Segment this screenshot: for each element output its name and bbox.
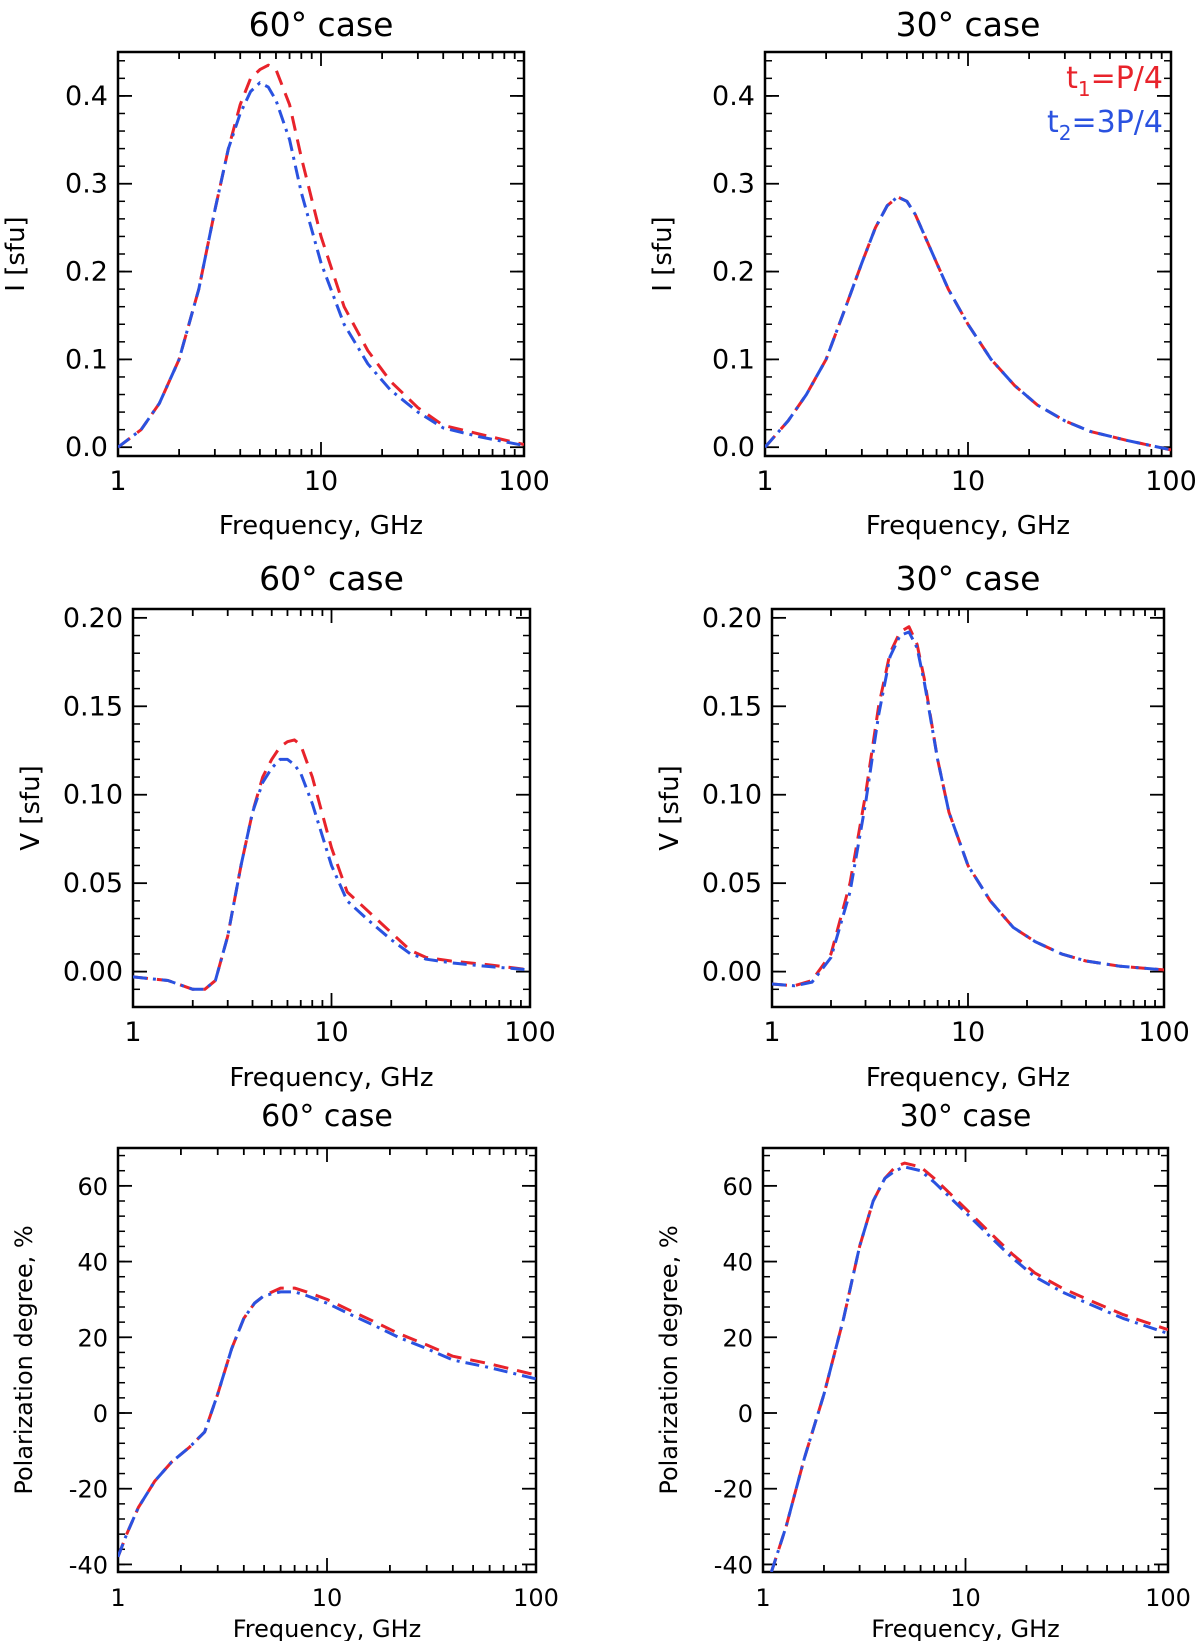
x-tick-label: 100	[513, 1584, 559, 1612]
series-line-t1	[118, 63, 524, 449]
y-tick-label: 0.20	[702, 603, 762, 634]
x-tick-label: 100	[1145, 1584, 1191, 1612]
x-axis-label: Frequency, GHz	[866, 1063, 1070, 1093]
panel-2: 30° case 1 10 100 0.0 0.1 0.2 0.3 0.4 Frequency, …	[648, 5, 1197, 541]
y-tick-label: 0.15	[702, 691, 762, 722]
x-tick-label: 10	[304, 466, 338, 497]
x-tick-label: 1	[756, 466, 773, 497]
legend-entry: t2=3P/4	[1047, 105, 1163, 145]
x-tick-label: 1	[124, 1017, 141, 1048]
y-tick-label: -20	[714, 1476, 753, 1504]
y-tick-label: 60	[722, 1173, 753, 1201]
x-tick-label: 100	[1138, 1017, 1190, 1048]
y-tick-label: 0.2	[712, 257, 755, 288]
x-tick-label: 10	[314, 1017, 348, 1048]
series-line-t2	[769, 1165, 1168, 1572]
y-tick-label: 0.05	[63, 868, 123, 899]
panel-6: 30° case 1 10 100 -40 -20 0 20 40 60 Frequency, GH…	[655, 1099, 1191, 1641]
y-tick-label: 0.10	[63, 780, 123, 811]
panel-title: 60° case	[249, 5, 394, 44]
panel-3: 60° case 1 10 100 0.00 0.05 0.10 0.15 0.20 Freque…	[16, 559, 556, 1093]
x-tick-label: 10	[951, 466, 985, 497]
x-tick-label: 100	[1145, 466, 1197, 497]
x-axis-label: Frequency, GHz	[233, 1615, 421, 1641]
y-tick-label: 0.20	[63, 603, 123, 634]
series-line-t2	[118, 1290, 536, 1558]
plot-frame	[131, 607, 532, 1009]
y-tick-label: 0.1	[65, 344, 108, 375]
series-line-t2	[765, 195, 1171, 452]
x-tick-label: 1	[755, 1584, 770, 1612]
panel-title: 60° case	[259, 559, 404, 598]
y-tick-label: 0.4	[65, 81, 108, 112]
y-axis-label: V [sfu]	[16, 765, 46, 851]
plot-frame	[761, 1146, 1170, 1574]
series-line-t1	[769, 1161, 1168, 1572]
x-axis-label: Frequency, GHz	[866, 511, 1070, 541]
series-line-t1	[765, 195, 1171, 452]
y-tick-label: 0.0	[712, 432, 755, 463]
y-tick-label: 0.00	[702, 957, 762, 988]
y-axis-label: Polarization degree, %	[655, 1225, 683, 1494]
y-tick-label: 0.10	[702, 780, 762, 811]
y-tick-label: 0	[738, 1400, 753, 1428]
plot-frame	[770, 607, 1166, 1009]
plot-frame	[116, 50, 526, 458]
y-tick-label: 0.00	[63, 957, 123, 988]
x-tick-label: 1	[763, 1017, 780, 1048]
y-tick-label: 0.2	[65, 257, 108, 288]
x-tick-label: 10	[312, 1584, 343, 1612]
panel-5: 60° case 1 10 100 -40 -20 0 20 40 60 Frequency, GH…	[10, 1099, 559, 1641]
y-tick-label: 60	[77, 1173, 108, 1201]
series-line-t2	[133, 757, 530, 991]
y-axis-label: Polarization degree, %	[10, 1225, 38, 1494]
legend-entry: t1=P/4	[1066, 61, 1163, 101]
y-tick-label: -40	[714, 1551, 753, 1579]
y-tick-label: 20	[77, 1324, 108, 1352]
x-tick-label: 10	[950, 1584, 981, 1612]
x-tick-label: 100	[498, 466, 550, 497]
series-line-t2	[772, 630, 1164, 988]
series-line-t1	[118, 1286, 536, 1558]
y-tick-label: 40	[77, 1249, 108, 1277]
series-line-t1	[133, 738, 530, 991]
x-axis-label: Frequency, GHz	[229, 1063, 433, 1093]
y-tick-label: 0.1	[712, 344, 755, 375]
y-tick-label: -20	[69, 1476, 108, 1504]
y-axis-label: I [sfu]	[648, 216, 678, 291]
panel-1: 60° case 1 10 100 0.0 0.1 0.2 0.3 0.4 Frequency, …	[1, 5, 550, 541]
y-tick-label: 0.3	[712, 169, 755, 200]
panel-title: 30° case	[896, 559, 1041, 598]
y-tick-label: 0.15	[63, 691, 123, 722]
y-tick-label: 40	[722, 1249, 753, 1277]
y-tick-label: 0.0	[65, 432, 108, 463]
y-tick-label: 0	[93, 1400, 108, 1428]
y-tick-label: 0.4	[712, 81, 755, 112]
x-tick-label: 100	[504, 1017, 556, 1048]
y-tick-label: -40	[69, 1551, 108, 1579]
x-axis-label: Frequency, GHz	[219, 511, 423, 541]
panel-title: 30° case	[896, 5, 1041, 44]
panel-title: 60° case	[261, 1099, 393, 1134]
y-axis-label: I [sfu]	[1, 216, 31, 291]
y-axis-label: V [sfu]	[655, 765, 685, 851]
series-line-t1	[772, 625, 1164, 988]
y-tick-label: 20	[722, 1324, 753, 1352]
y-tick-label: 0.05	[702, 868, 762, 899]
panel-4: 30° case 1 10 100 0.00 0.05 0.10 0.15 0.20 Freque…	[655, 559, 1190, 1093]
y-tick-label: 0.3	[65, 169, 108, 200]
x-tick-label: 1	[109, 466, 126, 497]
legend: t1=P/4t2=3P/4	[1047, 61, 1163, 145]
x-tick-label: 1	[110, 1584, 125, 1612]
x-tick-label: 10	[951, 1017, 985, 1048]
series-line-t2	[118, 81, 524, 449]
x-axis-label: Frequency, GHz	[871, 1615, 1059, 1641]
panel-title: 30° case	[900, 1099, 1032, 1134]
